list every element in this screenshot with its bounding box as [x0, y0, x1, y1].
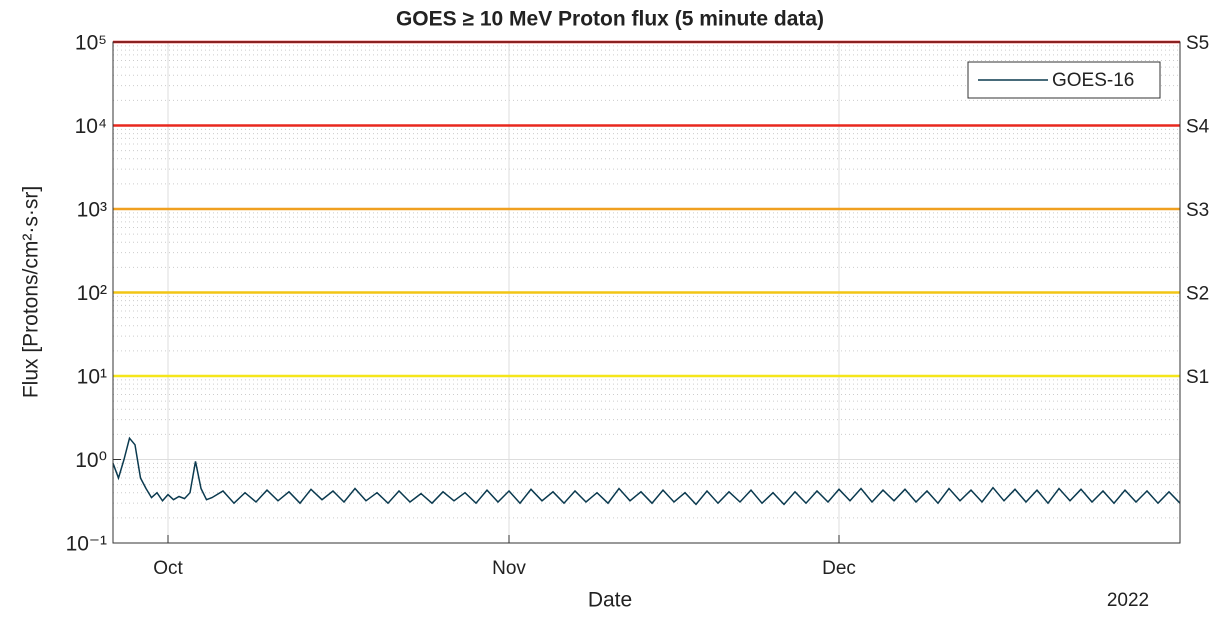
x-tick-label: Oct: [153, 558, 183, 579]
x-tick-label: Nov: [492, 558, 526, 579]
y-tick-label: 10¹: [77, 366, 107, 389]
data-line: [112, 436, 1181, 506]
x-axis-label: Date: [588, 589, 632, 612]
threshold-label: S4: [1186, 117, 1210, 138]
x-tick-label: Dec: [822, 558, 856, 579]
y-tick-label: 10⁰: [75, 449, 107, 472]
chart-title: GOES ≥ 10 MeV Proton flux (5 minute data…: [396, 8, 824, 31]
plot-frame: [112, 41, 1181, 544]
y-tick-label: 10⁴: [75, 115, 107, 138]
y-axis-label: Flux [Protons/cm²·s·sr]: [20, 186, 43, 398]
year-label: 2022: [1107, 590, 1149, 611]
y-tick-label: 10³: [77, 199, 107, 222]
threshold-label: S1: [1186, 367, 1209, 388]
threshold-label: S3: [1186, 200, 1209, 221]
y-tick-label: 10⁵: [75, 32, 107, 55]
legend-label: GOES-16: [1052, 70, 1134, 91]
threshold-label: S5: [1186, 33, 1209, 54]
threshold-label: S2: [1186, 284, 1209, 305]
y-tick-label: 10⁻¹: [66, 533, 107, 556]
y-tick-label: 10²: [77, 282, 107, 305]
